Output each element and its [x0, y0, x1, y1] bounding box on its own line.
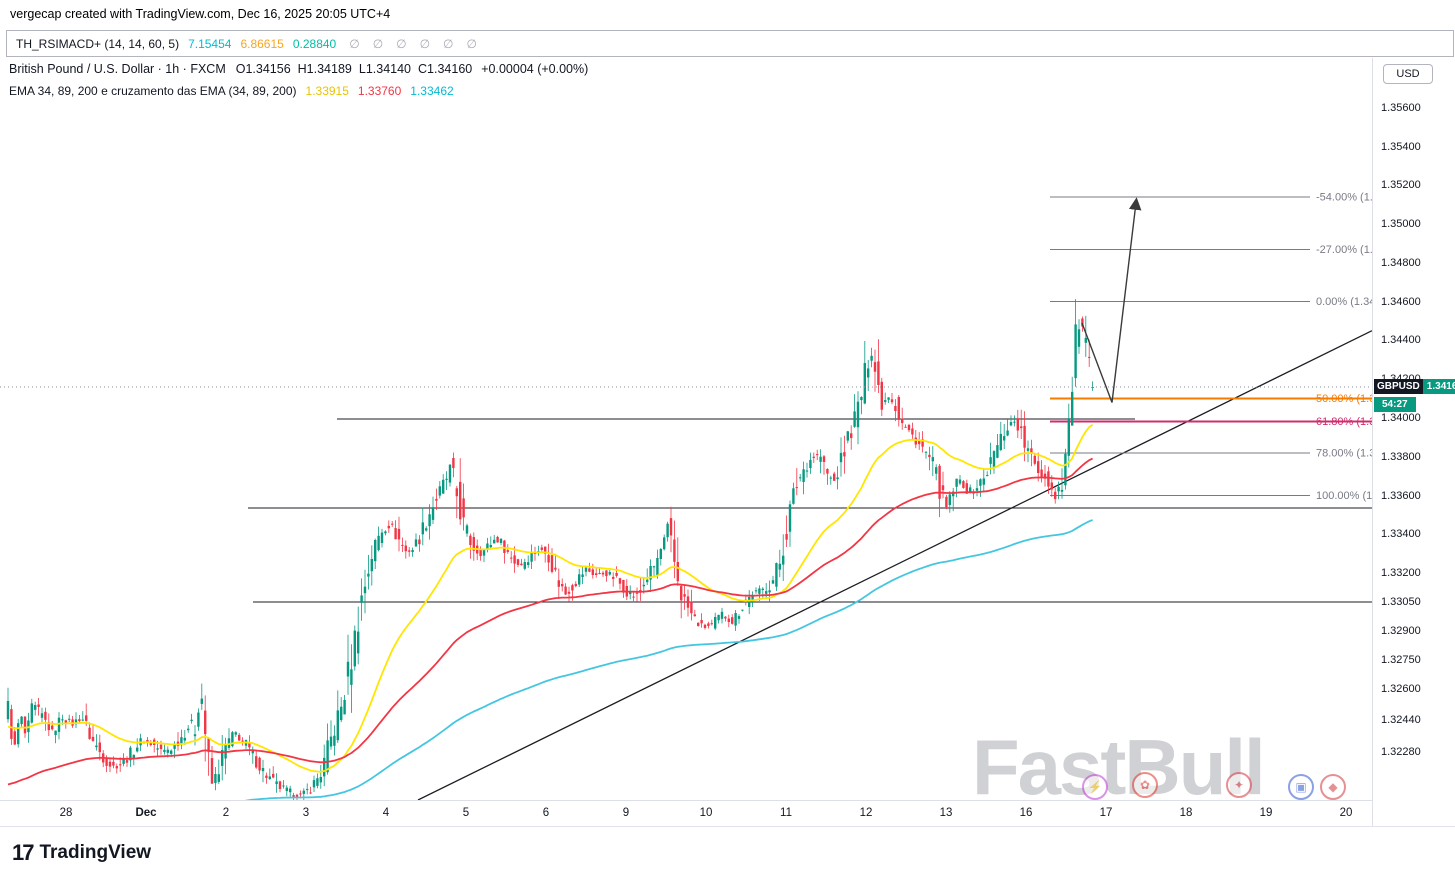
price-chart-canvas[interactable]: -54.00% (1. -27.00% (1. 0.00% (1.34 50.00% … [0, 100, 1372, 800]
time-tick: Dec [135, 807, 157, 819]
price-tick: 1.33800 [1381, 450, 1421, 463]
price-tick: 1.33400 [1381, 528, 1421, 541]
symbol-title[interactable]: British Pound / U.S. Dollar · 1h · FXCM [9, 62, 226, 76]
time-tick: 11 [780, 807, 792, 819]
ema-values: 1.33915 1.33760 1.33462 [305, 84, 454, 98]
watermark-brand-icon: ▣ [1288, 774, 1314, 800]
fastbull-watermark: FastBull [972, 722, 1266, 813]
time-tick: 28 [59, 807, 73, 819]
widget-bottom-border [0, 826, 1455, 827]
price-axis[interactable]: USD 1.35600 1.35400 1.35200 1.35000 1.34800 1… [1372, 58, 1455, 826]
price-tick: 1.33050 [1381, 596, 1421, 609]
price-tick: 1.32440 [1381, 714, 1421, 727]
price-tick: 1.32280 [1381, 745, 1421, 758]
tradingview-logo-icon: 17 [12, 840, 35, 865]
price-tick: 1.34000 [1381, 412, 1421, 424]
watermark-brand-icon: ✿ [1132, 772, 1158, 798]
tradingview-logo[interactable]: 17 TradingView [12, 840, 151, 866]
price-tick: 1.35400 [1381, 140, 1421, 153]
price-tick: 1.34600 [1381, 295, 1421, 308]
price-tick: 1.32750 [1381, 654, 1421, 667]
svg-text:0.00% (1.34: 0.00% (1.34 [1316, 296, 1372, 308]
time-tick: 9 [622, 807, 630, 819]
time-tick: 17 [1099, 807, 1113, 819]
time-tick: 13 [939, 807, 953, 819]
currency-toggle-button[interactable]: USD [1383, 64, 1433, 84]
svg-text:61.80% (1.3: 61.80% (1.3 [1316, 416, 1372, 428]
price-tick: 1.34400 [1381, 334, 1421, 347]
tradingview-logo-text: TradingView [39, 842, 152, 863]
indicator-values: 7.15454 6.86615 0.28840 [188, 36, 337, 51]
fastbull-watermark-text: FastBull [972, 723, 1266, 811]
svg-text:50.00% (1.3: 50.00% (1.3 [1316, 393, 1372, 405]
price-tick: 1.33200 [1381, 567, 1421, 580]
svg-text:-54.00% (1.: -54.00% (1. [1316, 192, 1372, 204]
svg-text:-27.00% (1.: -27.00% (1. [1316, 244, 1372, 256]
ohlc-values: O1.34156 H1.34189 L1.34140 C1.34160 [235, 62, 473, 76]
watermark-brand-icon: ⚡ [1082, 774, 1108, 800]
time-tick: 3 [302, 807, 310, 819]
ema-legend[interactable]: EMA 34, 89, 200 e cruzamento das EMA (34… [9, 84, 454, 98]
price-tick: 1.33600 [1381, 489, 1421, 502]
attribution-bar: vergecap created with TradingView.com, D… [0, 0, 1455, 28]
watermark-brand-icon: ◆ [1320, 774, 1346, 800]
time-tick: 19 [1259, 807, 1273, 819]
price-tick: 1.32900 [1381, 625, 1421, 638]
svg-text:78.00% (1.3: 78.00% (1.3 [1316, 447, 1372, 459]
watermark-brand-icon: ✦ [1226, 772, 1252, 798]
time-tick: 18 [1179, 807, 1193, 819]
price-tick: 1.35200 [1381, 179, 1421, 192]
time-tick: 10 [699, 807, 713, 819]
last-price-badge: 1.34160 [1422, 378, 1455, 394]
price-tick: 1.32600 [1381, 683, 1421, 696]
time-axis[interactable]: 28 Dec 2 3 4 5 6 9 10 11 12 13 16 17 18 19 20 [0, 800, 1372, 827]
bar-countdown-badge: 54:27 [1374, 396, 1416, 412]
time-tick: 6 [542, 807, 550, 819]
time-tick: 20 [1339, 807, 1353, 819]
time-tick: 2 [222, 807, 230, 819]
svg-text:100.00% (1.: 100.00% (1. [1316, 490, 1372, 502]
time-tick: 12 [859, 807, 873, 819]
symbol-legend[interactable]: British Pound / U.S. Dollar · 1h · FXCM … [9, 62, 588, 76]
ema-title[interactable]: EMA 34, 89, 200 e cruzamento das EMA (34… [9, 84, 297, 98]
price-tick: 1.34800 [1381, 256, 1421, 269]
price-tick: 1.35600 [1381, 101, 1421, 114]
indicator-legend[interactable]: TH_RSIMACD+ (14, 14, 60, 5) 7.15454 6.866… [6, 30, 1454, 57]
price-change: +0.00004 (+0.00%) [481, 62, 589, 76]
time-tick: 4 [382, 807, 390, 819]
attribution-text: vergecap created with TradingView.com, D… [10, 7, 391, 21]
time-tick: 5 [462, 807, 470, 819]
time-tick: 16 [1019, 807, 1033, 819]
price-tick: 1.35000 [1381, 218, 1421, 231]
symbol-badge: GBPUSD [1374, 378, 1423, 394]
indicator-placeholders: ∅ ∅ ∅ ∅ ∅ ∅ [349, 36, 477, 51]
current-price-badges: GBPUSD 1.34160 54:27 [1374, 378, 1455, 412]
indicator-title[interactable]: TH_RSIMACD+ (14, 14, 60, 5) [16, 36, 180, 51]
